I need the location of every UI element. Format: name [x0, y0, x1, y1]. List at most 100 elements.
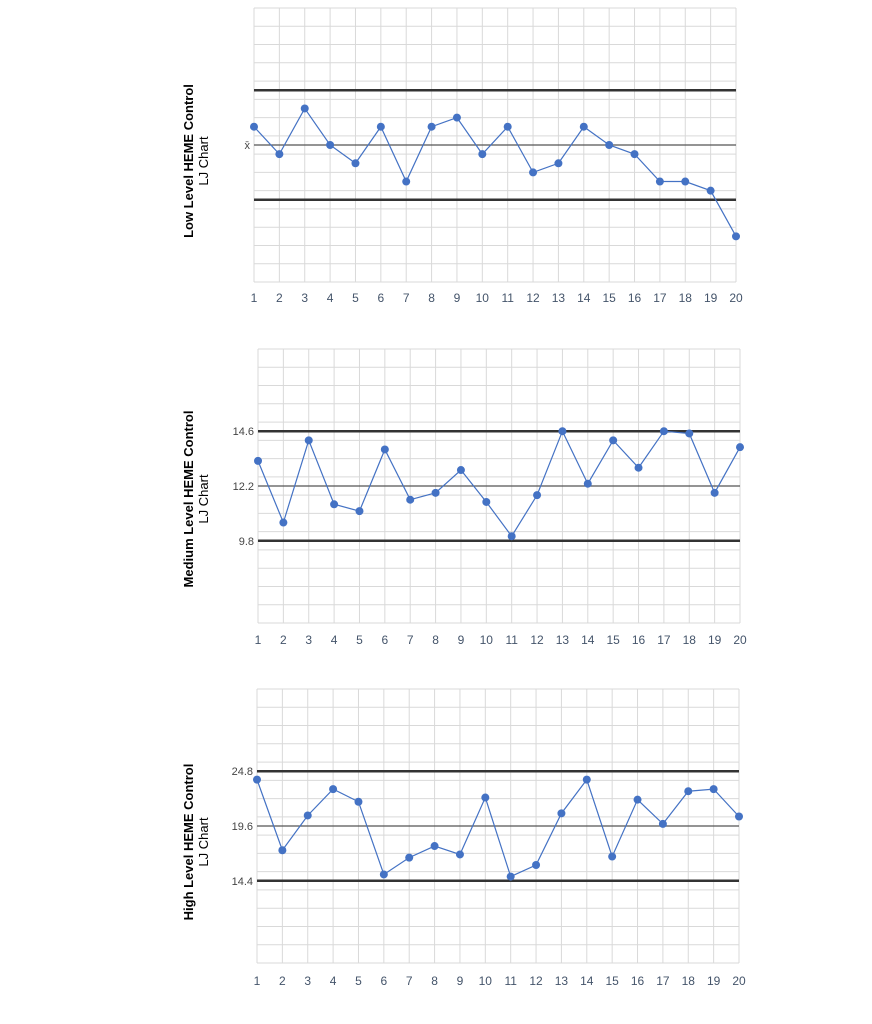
x-tick-label: 12 [530, 633, 544, 647]
data-point [633, 795, 642, 804]
x-tick-label: 12 [529, 974, 543, 988]
ref-line-label: 14.4 [232, 876, 253, 888]
data-point [659, 427, 668, 436]
data-point [452, 113, 461, 122]
data-point [655, 177, 664, 186]
data-point [579, 122, 588, 131]
data-point [605, 141, 614, 149]
data-point [478, 150, 487, 159]
series-line [256, 778, 740, 878]
ref-line-label: 12.2 [233, 481, 254, 493]
x-tick-label: 14 [580, 974, 594, 988]
x-tick-label: 1 [254, 974, 261, 988]
data-point [533, 491, 542, 500]
x-tick-label: 12 [526, 291, 540, 305]
ref-line-label: 14.6 [233, 426, 254, 438]
x-tick-label: 20 [732, 974, 746, 988]
x-tick-label: 4 [331, 633, 338, 647]
data-point [583, 479, 592, 488]
x-tick-label: 8 [428, 291, 435, 305]
x-tick-label: 15 [606, 633, 620, 647]
x-tick-label: 19 [708, 633, 722, 647]
data-point [609, 436, 618, 445]
x-tick-label: 9 [454, 291, 461, 305]
data-point [253, 775, 261, 784]
x-tick-label: 11 [501, 291, 514, 305]
x-tick-label: 13 [555, 974, 569, 988]
x-tick-label: 16 [631, 974, 645, 988]
x-tick-label: 18 [679, 291, 693, 305]
data-point [482, 497, 491, 506]
data-point [304, 436, 313, 445]
data-point [709, 785, 718, 794]
x-tick-label: 9 [457, 974, 464, 988]
data-point [427, 122, 436, 131]
x-tick-label: 13 [552, 291, 566, 305]
data-point [685, 429, 694, 438]
ref-line-label: 9.8 [239, 536, 254, 548]
x-tick-label: 1 [255, 633, 262, 647]
x-tick-label: 2 [276, 291, 283, 305]
data-point [507, 532, 516, 541]
ref-line-label: 19.6 [232, 821, 253, 833]
data-point [430, 842, 439, 851]
data-point [681, 177, 690, 186]
data-point [658, 819, 667, 828]
x-tick-label: 4 [327, 291, 334, 305]
data-point [406, 495, 415, 504]
x-tick-label: 15 [605, 974, 619, 988]
data-point [303, 811, 312, 820]
data-point [455, 850, 464, 859]
data-point [710, 488, 719, 497]
x-tick-label: 3 [301, 291, 308, 305]
data-point [354, 797, 363, 806]
x-tick-label: 18 [682, 974, 696, 988]
data-point [529, 168, 538, 177]
x-tick-label: 20 [729, 291, 743, 305]
ref-line-label: x̄ [245, 140, 251, 152]
x-tick-label: 6 [381, 633, 388, 647]
x-tick-label: 18 [683, 633, 697, 647]
data-point [630, 150, 639, 159]
x-tick-label: 6 [377, 291, 384, 305]
x-tick-label: 13 [556, 633, 570, 647]
x-tick-label: 16 [628, 291, 642, 305]
data-point [376, 122, 385, 131]
x-tick-label: 2 [279, 974, 286, 988]
x-tick-label: 14 [581, 633, 595, 647]
data-point [732, 232, 740, 241]
data-point [431, 488, 440, 497]
data-point [405, 853, 414, 862]
x-tick-label: 5 [356, 633, 363, 647]
data-point [300, 104, 309, 113]
x-tick-label: 20 [733, 633, 747, 647]
series-line [257, 429, 741, 538]
x-tick-label: 11 [505, 633, 518, 647]
data-point [608, 852, 617, 861]
data-point [279, 518, 288, 527]
data-point [278, 846, 287, 855]
x-tick-label: 9 [458, 633, 465, 647]
data-point [481, 793, 490, 802]
data-point [735, 812, 743, 821]
x-tick-label: 16 [632, 633, 646, 647]
data-point [329, 785, 338, 794]
series-line [253, 107, 737, 237]
x-tick-label: 19 [704, 291, 718, 305]
x-tick-label: 7 [407, 633, 414, 647]
data-point [557, 809, 566, 818]
data-point [532, 860, 541, 869]
x-tick-label: 10 [476, 291, 490, 305]
data-point [634, 463, 643, 472]
x-tick-label: 17 [656, 974, 670, 988]
data-point [503, 122, 512, 131]
data-point [355, 507, 364, 516]
data-point [402, 177, 411, 186]
data-point [330, 500, 339, 509]
data-point [456, 466, 465, 475]
low-level-lj-chart: x̄1 2 3 4 5 6 7 8 9 10 11 12 13 14 15 16 17 18 19 20 [245, 7, 743, 305]
data-point [326, 141, 335, 149]
data-point [506, 872, 515, 881]
